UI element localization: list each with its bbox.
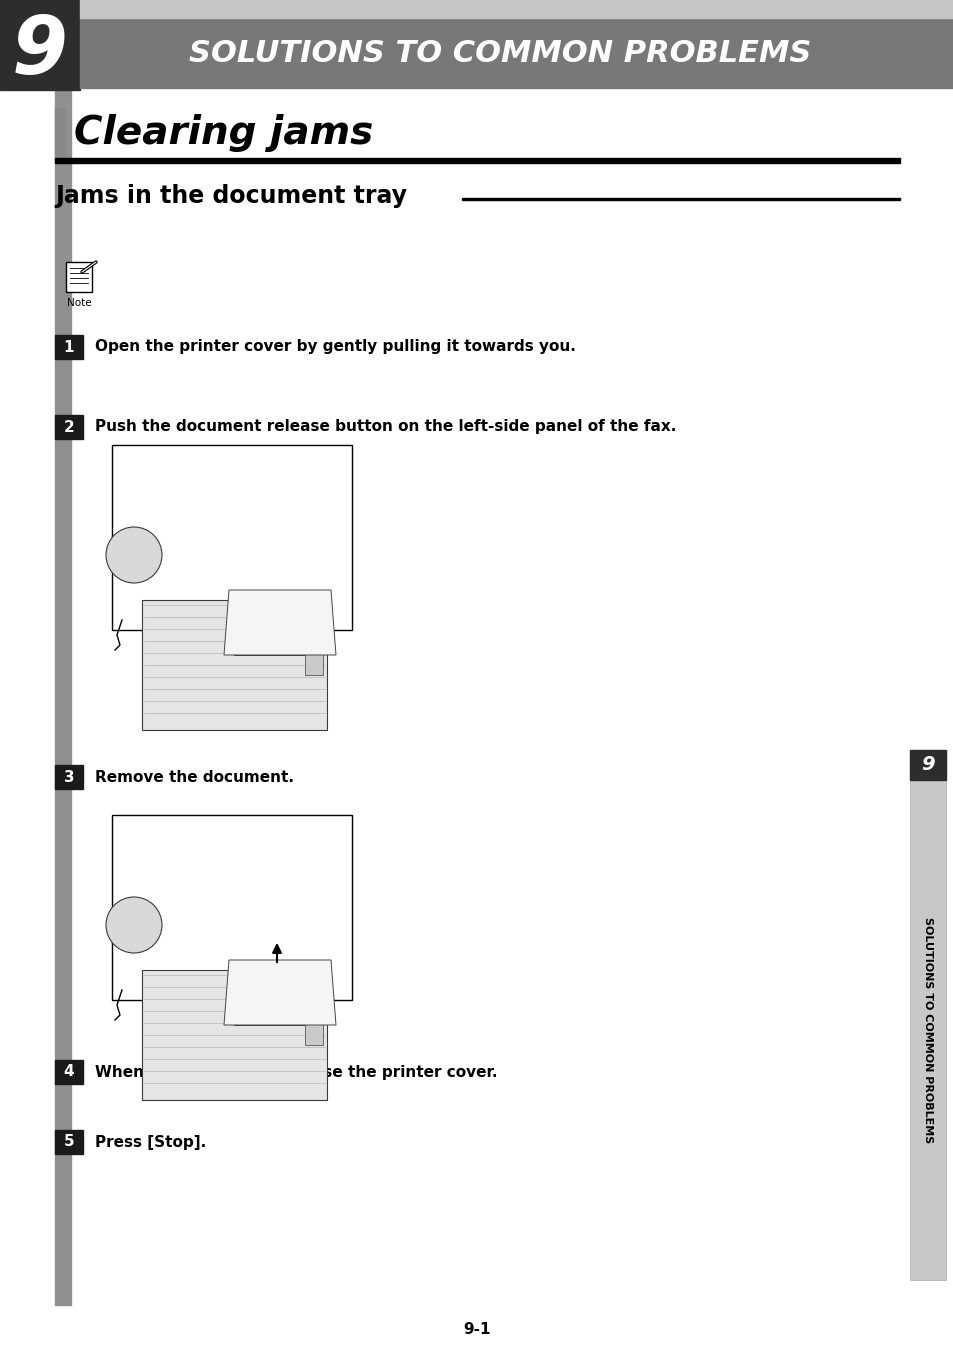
Bar <box>80 18 953 88</box>
Text: Press [Stop].: Press [Stop]. <box>95 1135 206 1150</box>
Text: 9: 9 <box>921 755 934 775</box>
Text: Push the document release button on the left-side panel of the fax.: Push the document release button on the … <box>95 419 676 434</box>
Text: Jams in the document tray: Jams in the document tray <box>55 183 407 208</box>
Bar <box>112 445 352 630</box>
Bar <box>55 90 71 1305</box>
Polygon shape <box>66 262 91 293</box>
Bar <box>55 108 65 158</box>
Bar <box>0 0 80 90</box>
Bar <box>909 749 945 780</box>
Bar <box>112 816 352 1000</box>
Text: 9-1: 9-1 <box>463 1322 490 1337</box>
Bar <box>55 336 83 359</box>
Polygon shape <box>224 590 335 655</box>
Circle shape <box>106 527 162 582</box>
Circle shape <box>106 896 162 953</box>
Bar <box>233 620 320 655</box>
Text: 1: 1 <box>64 340 74 355</box>
Bar <box>305 980 323 1045</box>
Bar <box>233 989 320 1024</box>
Text: 4: 4 <box>64 1065 74 1080</box>
Text: 2: 2 <box>64 419 74 434</box>
Bar <box>55 766 83 789</box>
Bar <box>55 158 899 163</box>
Bar <box>55 1060 83 1084</box>
Bar <box>80 0 953 18</box>
Text: When you are finished, close the printer cover.: When you are finished, close the printer… <box>95 1065 497 1080</box>
Polygon shape <box>224 960 335 1024</box>
Bar <box>142 971 327 1100</box>
Bar <box>142 600 327 731</box>
Text: SOLUTIONS TO COMMON PROBLEMS: SOLUTIONS TO COMMON PROBLEMS <box>189 39 810 67</box>
Text: Note: Note <box>67 298 91 307</box>
Text: Clearing jams: Clearing jams <box>74 115 373 152</box>
Bar <box>55 1130 83 1154</box>
Bar <box>305 611 323 675</box>
Bar <box>461 198 899 200</box>
Text: 3: 3 <box>64 770 74 785</box>
Text: SOLUTIONS TO COMMON PROBLEMS: SOLUTIONS TO COMMON PROBLEMS <box>923 917 932 1143</box>
Text: Remove the document.: Remove the document. <box>95 770 294 785</box>
Bar <box>0 0 953 18</box>
Bar <box>909 749 945 1281</box>
Bar <box>55 415 83 439</box>
Text: 5: 5 <box>64 1135 74 1150</box>
Text: Open the printer cover by gently pulling it towards you.: Open the printer cover by gently pulling… <box>95 340 576 355</box>
Text: 9: 9 <box>12 13 68 92</box>
